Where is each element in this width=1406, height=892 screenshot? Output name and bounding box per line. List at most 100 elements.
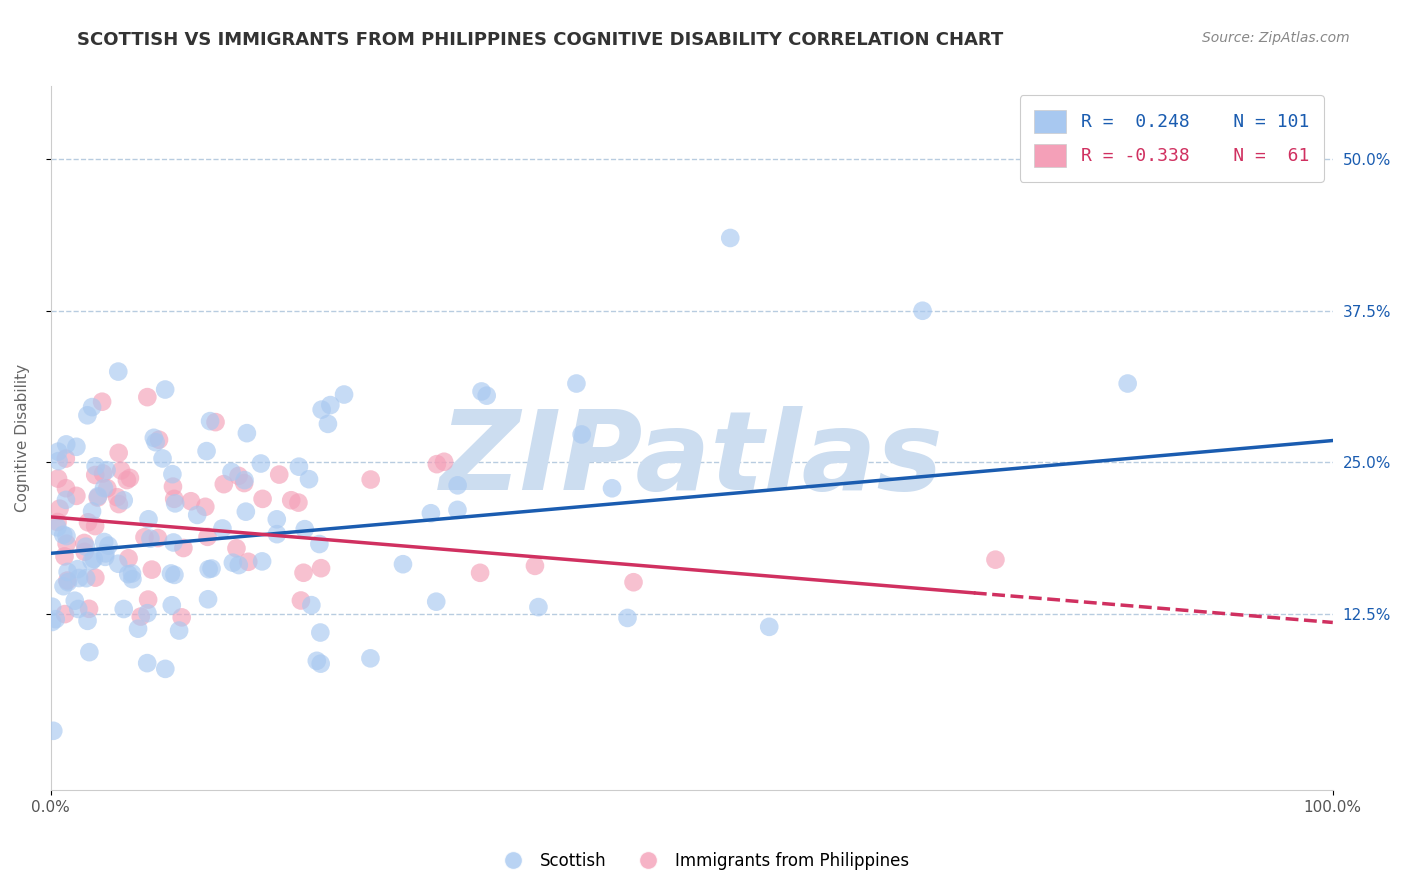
Point — [53, 549, 76, 564]
Legend: R =  0.248    N = 101, R = -0.338    N =  61: R = 0.248 N = 101, R = -0.338 N = 61 — [1019, 95, 1324, 181]
Point — [155, 662, 177, 676]
Point — [55, 437, 77, 451]
Point — [55, 492, 77, 507]
Point — [311, 402, 333, 417]
Point — [55, 451, 77, 466]
Point — [198, 414, 221, 428]
Point — [359, 651, 381, 665]
Point — [211, 521, 233, 535]
Point — [475, 389, 498, 403]
Point — [225, 541, 247, 556]
Point — [46, 515, 69, 529]
Point — [55, 529, 77, 543]
Point — [468, 566, 491, 580]
Point — [108, 497, 131, 511]
Point — [309, 657, 332, 671]
Point — [136, 390, 159, 404]
Point — [107, 365, 129, 379]
Point — [55, 481, 77, 495]
Point — [221, 465, 243, 479]
Y-axis label: Cognitive Disability: Cognitive Disability — [15, 364, 30, 512]
Point — [42, 723, 65, 738]
Point — [117, 551, 139, 566]
Point — [112, 602, 135, 616]
Text: SCOTTISH VS IMMIGRANTS FROM PHILIPPINES COGNITIVE DISABILITY CORRELATION CHART: SCOTTISH VS IMMIGRANTS FROM PHILIPPINES … — [77, 31, 1004, 49]
Point — [527, 600, 550, 615]
Point — [565, 376, 588, 391]
Point — [48, 501, 70, 516]
Point — [121, 572, 143, 586]
Point — [299, 598, 322, 612]
Point — [197, 530, 219, 544]
Point — [433, 455, 456, 469]
Point — [55, 536, 77, 550]
Point — [63, 593, 86, 607]
Point — [142, 431, 165, 445]
Point — [48, 454, 70, 468]
Point — [571, 427, 593, 442]
Point — [53, 607, 76, 621]
Point — [152, 451, 174, 466]
Point — [45, 612, 67, 626]
Point — [84, 459, 107, 474]
Point — [162, 467, 184, 482]
Point — [167, 624, 190, 638]
Point — [75, 571, 97, 585]
Point — [252, 491, 274, 506]
Point — [146, 531, 169, 545]
Point — [56, 565, 79, 579]
Point — [186, 508, 208, 522]
Point — [316, 417, 339, 431]
Point — [97, 539, 120, 553]
Point — [425, 595, 447, 609]
Point — [446, 503, 468, 517]
Point — [56, 574, 79, 588]
Point — [148, 433, 170, 447]
Point — [162, 535, 184, 549]
Point — [46, 444, 69, 458]
Point — [136, 606, 159, 620]
Point — [80, 504, 103, 518]
Point — [105, 490, 128, 504]
Point — [319, 398, 342, 412]
Point — [333, 387, 356, 401]
Point — [79, 645, 101, 659]
Point — [138, 512, 160, 526]
Point — [287, 495, 309, 509]
Point — [197, 592, 219, 607]
Point — [112, 493, 135, 508]
Point — [56, 575, 79, 590]
Point — [52, 579, 75, 593]
Point — [107, 557, 129, 571]
Point — [1116, 376, 1139, 391]
Point — [446, 478, 468, 492]
Point — [94, 549, 117, 564]
Point — [94, 546, 117, 560]
Point — [84, 519, 107, 533]
Point — [134, 530, 156, 544]
Point — [136, 592, 159, 607]
Point — [160, 599, 183, 613]
Point — [83, 552, 105, 566]
Point — [139, 532, 162, 546]
Point — [118, 471, 141, 485]
Point — [212, 477, 235, 491]
Point — [228, 468, 250, 483]
Point — [233, 473, 256, 487]
Point — [419, 506, 441, 520]
Point — [200, 561, 222, 575]
Point — [266, 527, 288, 541]
Text: ZIPatlas: ZIPatlas — [440, 406, 943, 513]
Point — [280, 493, 302, 508]
Point — [107, 446, 129, 460]
Point — [292, 566, 315, 580]
Point — [309, 561, 332, 575]
Point — [308, 537, 330, 551]
Point — [67, 602, 90, 616]
Point — [91, 467, 114, 481]
Point — [718, 231, 741, 245]
Point — [984, 552, 1007, 566]
Text: Source: ZipAtlas.com: Source: ZipAtlas.com — [1202, 31, 1350, 45]
Point — [46, 472, 69, 486]
Point — [91, 394, 114, 409]
